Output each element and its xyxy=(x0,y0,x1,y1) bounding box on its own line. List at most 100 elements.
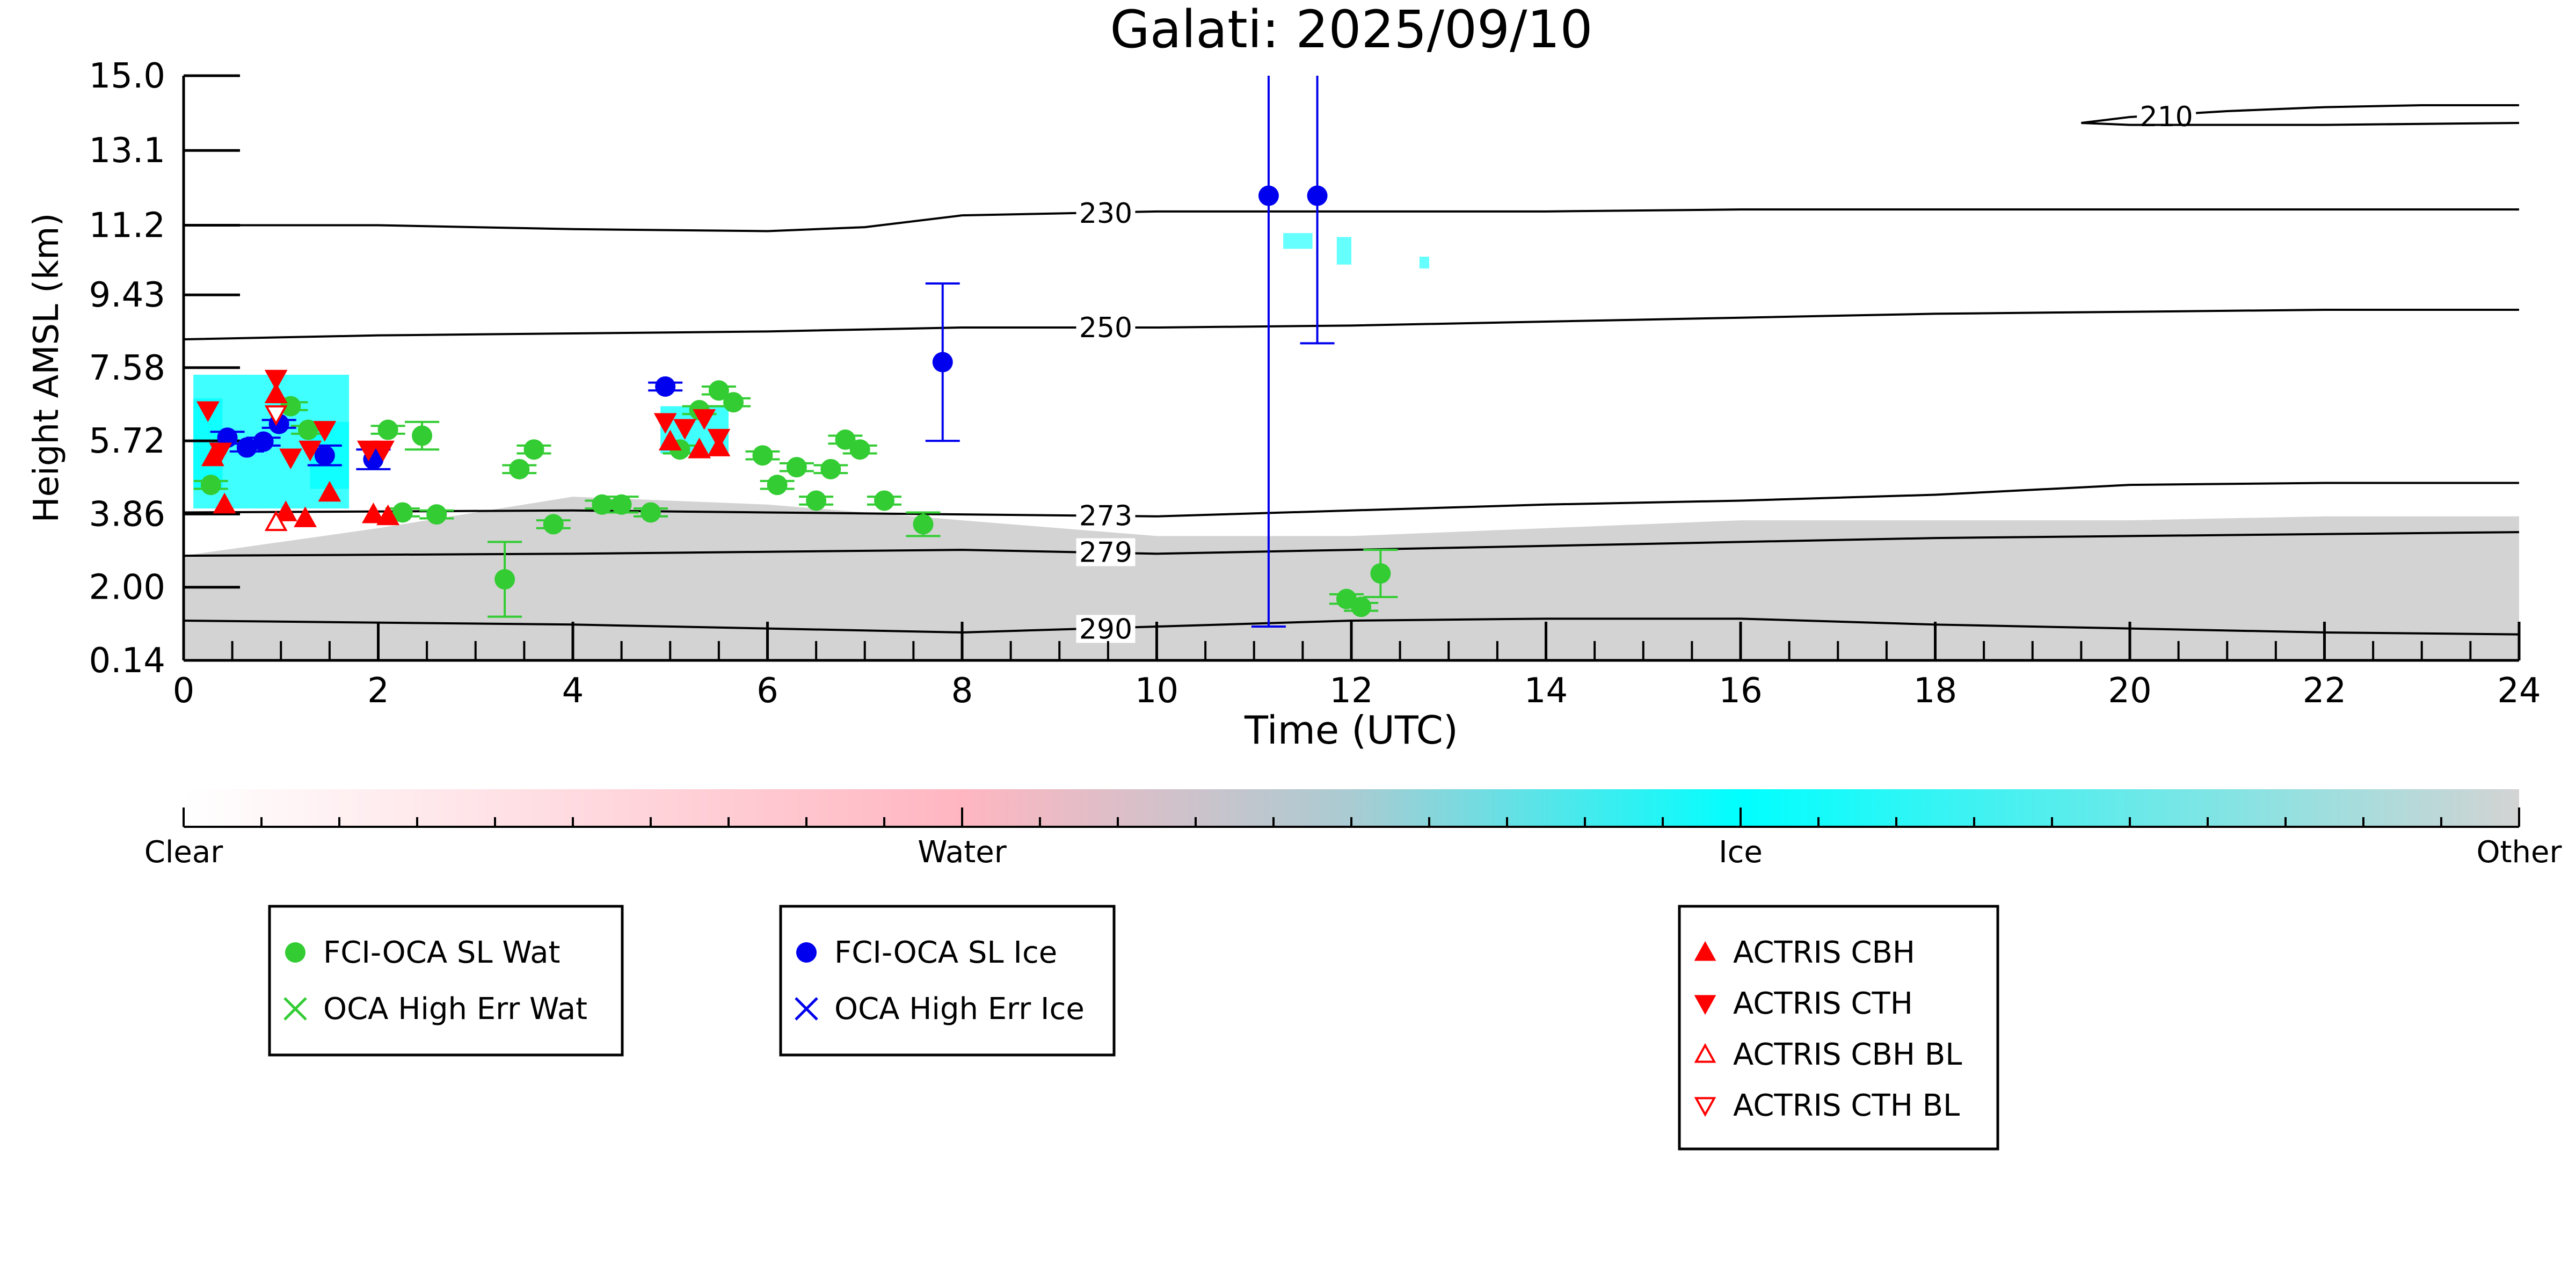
x-tick-label: 20 xyxy=(2108,671,2151,711)
legend-box: FCI-OCA SL Ice OCA High Err Ice xyxy=(779,905,1116,1057)
legend-entry-label: ACTRIS CBH xyxy=(1733,935,1915,970)
legend-marker xyxy=(285,942,305,963)
data-point xyxy=(264,369,288,391)
data-point xyxy=(356,440,380,462)
y-tick-label: 5.72 xyxy=(89,421,166,461)
data-point xyxy=(372,440,395,462)
isotherm-line xyxy=(184,617,2519,636)
axis-ticks xyxy=(182,74,2521,662)
x-tick-label: 8 xyxy=(951,671,973,711)
colorbar: Clear Water Ice Other xyxy=(144,789,2562,870)
data-point xyxy=(299,440,322,462)
x-tick-label: 14 xyxy=(1524,671,1568,711)
y-tick-label: 13.1 xyxy=(89,131,166,171)
data-point xyxy=(264,405,288,426)
data-point xyxy=(913,514,934,535)
legend-marker xyxy=(796,942,817,963)
x-tick-label: 10 xyxy=(1135,671,1178,711)
data-point xyxy=(708,380,729,401)
ice-region xyxy=(1419,257,1429,269)
data-point xyxy=(494,569,515,590)
x-tick-label: 24 xyxy=(2497,671,2541,711)
data-point xyxy=(673,419,696,440)
isotherm-lines: 290 279 273 250 230 210 xyxy=(184,101,2519,645)
data-point xyxy=(820,459,841,479)
colorbar-label: Water xyxy=(918,835,1007,870)
y-tick-label: 2.00 xyxy=(89,568,166,608)
data-point xyxy=(509,459,530,479)
isotherm-line xyxy=(184,531,2519,557)
isotherm-label-bg xyxy=(1076,538,1136,566)
x-tick-label: 12 xyxy=(1329,671,1373,711)
legend-marker xyxy=(1694,1097,1716,1117)
isotherm-line xyxy=(184,208,2519,232)
y-tick-labels: 0.14 2.00 3.86 5.72 7.58 9.43 11.2 13.1 15.0 xyxy=(89,56,166,681)
data-point xyxy=(1351,596,1372,617)
legend-marker xyxy=(1694,941,1716,961)
legend-entry-label: ACTRIS CTH xyxy=(1733,986,1913,1021)
data-point xyxy=(376,504,400,526)
isotherm-line xyxy=(2081,104,2519,124)
x-tick-labels: 0 2 4 6 8 10 12 14 16 18 20 22 24 xyxy=(173,671,2541,711)
data-point xyxy=(658,430,682,450)
data-point xyxy=(412,425,433,446)
legend-entry-label: ACTRIS CTH BL xyxy=(1733,1088,1960,1123)
isotherm-line xyxy=(2081,121,2519,126)
ice-region xyxy=(1283,233,1313,249)
data-point xyxy=(611,494,632,515)
legend-frame xyxy=(779,905,1116,1057)
legend-entry-label: OCA High Err Ice xyxy=(834,992,1085,1027)
legend-entry-label: OCA High Err Wat xyxy=(323,992,587,1027)
isotherm-label: 250 xyxy=(1079,312,1132,344)
data-point xyxy=(279,448,302,469)
data-point xyxy=(213,492,236,514)
data-point xyxy=(294,506,317,527)
isotherm-label: 279 xyxy=(1079,536,1132,569)
data-point xyxy=(523,439,544,460)
data-point xyxy=(313,421,337,442)
data-point xyxy=(200,475,221,496)
chart-title: Galati: 2025/09/10 xyxy=(1110,0,1592,60)
data-point xyxy=(806,490,827,511)
legend-entry-label: ACTRIS CBH BL xyxy=(1733,1037,1962,1072)
data-point xyxy=(1258,185,1279,206)
legend-box: ACTRIS CBH ACTRIS CTH ACTRIS CBH BL ACTRIS … xyxy=(1678,905,1999,1151)
colorbar-label: Ice xyxy=(1719,835,1763,870)
data-point xyxy=(849,439,870,460)
data-point xyxy=(314,445,335,466)
data-point xyxy=(377,419,398,440)
x-axis-label: Time (UTC) xyxy=(1244,708,1458,753)
data-point xyxy=(298,419,318,440)
data-point xyxy=(1370,563,1391,584)
data-point xyxy=(392,502,413,523)
isotherm-label-bg xyxy=(1076,314,1136,342)
y-tick-label: 7.58 xyxy=(89,348,166,388)
data-point xyxy=(543,514,564,535)
isotherm-label-bg xyxy=(1076,501,1136,530)
legend-marker xyxy=(283,997,307,1021)
data-point xyxy=(655,376,676,397)
data-point xyxy=(874,490,894,511)
data-point xyxy=(693,409,716,430)
y-axis-label: Height AMSL (km) xyxy=(27,213,67,523)
legend-marker xyxy=(1694,995,1716,1015)
isotherm-label: 230 xyxy=(1079,198,1132,230)
isotherm-line xyxy=(184,482,2519,518)
y-tick-label: 9.43 xyxy=(89,275,166,315)
y-tick-label: 15.0 xyxy=(89,56,166,96)
legend-box: FCI-OCA SL Wat OCA High Err Wat xyxy=(268,905,624,1057)
data-point xyxy=(264,382,288,404)
colorbar-label: Other xyxy=(2476,835,2562,870)
legend-frame xyxy=(268,905,624,1057)
data-point xyxy=(274,500,297,521)
data-point xyxy=(592,494,613,515)
x-tick-label: 4 xyxy=(562,671,584,711)
x-tick-label: 22 xyxy=(2303,671,2346,711)
data-point xyxy=(236,437,257,458)
data-point xyxy=(264,510,288,532)
legend-marker xyxy=(795,997,818,1021)
legend-entry-label: FCI-OCA SL Ice xyxy=(834,935,1057,970)
colorbar-label: Clear xyxy=(144,835,223,870)
